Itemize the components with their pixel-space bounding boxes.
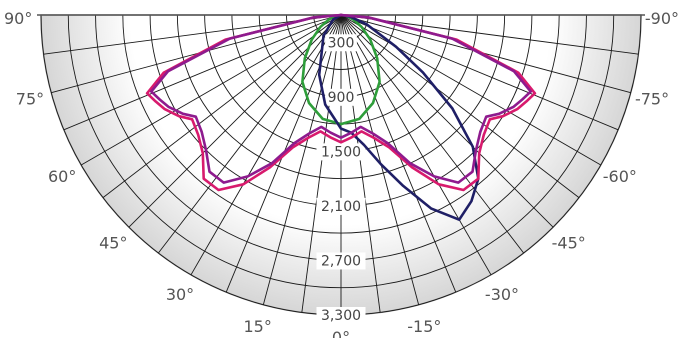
grid-spoke (340, 14, 420, 305)
grid-spoke (340, 14, 381, 313)
grid-spoke (340, 14, 554, 228)
grid-spoke (128, 14, 342, 228)
angle-tick-label: -15° (407, 317, 441, 336)
grid-spoke (262, 14, 342, 305)
series-line (145, 13, 537, 192)
angle-tick-label: -75° (635, 89, 669, 108)
radial-tick-label: 1,500 (321, 144, 361, 160)
grid-spoke (340, 14, 602, 166)
grid-spoke (340, 14, 580, 198)
angle-tick-label: -90° (645, 9, 679, 28)
series-line (301, 13, 381, 126)
angle-tick-label: -45° (552, 234, 586, 253)
grid-spoke (102, 14, 342, 198)
angle-tick-label: -60° (603, 167, 637, 186)
angle-tick-label: 60° (48, 167, 76, 186)
series-line (317, 13, 480, 221)
angle-tick-label: 0° (332, 328, 350, 338)
radial-tick-label: 3,300 (321, 308, 361, 324)
grid-spoke (190, 14, 342, 276)
grid-spoke (43, 14, 342, 55)
radial-tick-label: 2,700 (321, 253, 361, 269)
grid-spoke (301, 14, 342, 313)
angle-tick-label: 15° (243, 317, 271, 336)
angle-tick-label: 45° (99, 234, 127, 253)
radial-tick-bg (325, 88, 357, 106)
radial-tick-bg (325, 34, 357, 52)
grid-spoke (340, 14, 619, 131)
radial-tick-label: 900 (328, 90, 355, 106)
radial-tick-label: 300 (328, 35, 355, 51)
angle-tick-label: -30° (485, 285, 519, 304)
grid-spoke (63, 14, 342, 131)
angle-tick-label: 30° (166, 285, 194, 304)
grid-spoke (158, 14, 342, 254)
angle-tick-label: 90° (4, 9, 32, 28)
radial-tick-bg (316, 307, 366, 324)
angle-tick-label: 75° (16, 89, 44, 108)
grid-spoke (340, 14, 492, 276)
radial-tick-bg (316, 197, 366, 215)
series-line (150, 13, 532, 184)
grid-spoke (80, 14, 342, 166)
radial-tick-bg (316, 252, 366, 270)
radial-tick-bg (316, 143, 366, 161)
grid-spoke (340, 14, 639, 55)
grid-spoke (340, 14, 524, 254)
radial-tick-label: 2,100 (321, 199, 361, 215)
